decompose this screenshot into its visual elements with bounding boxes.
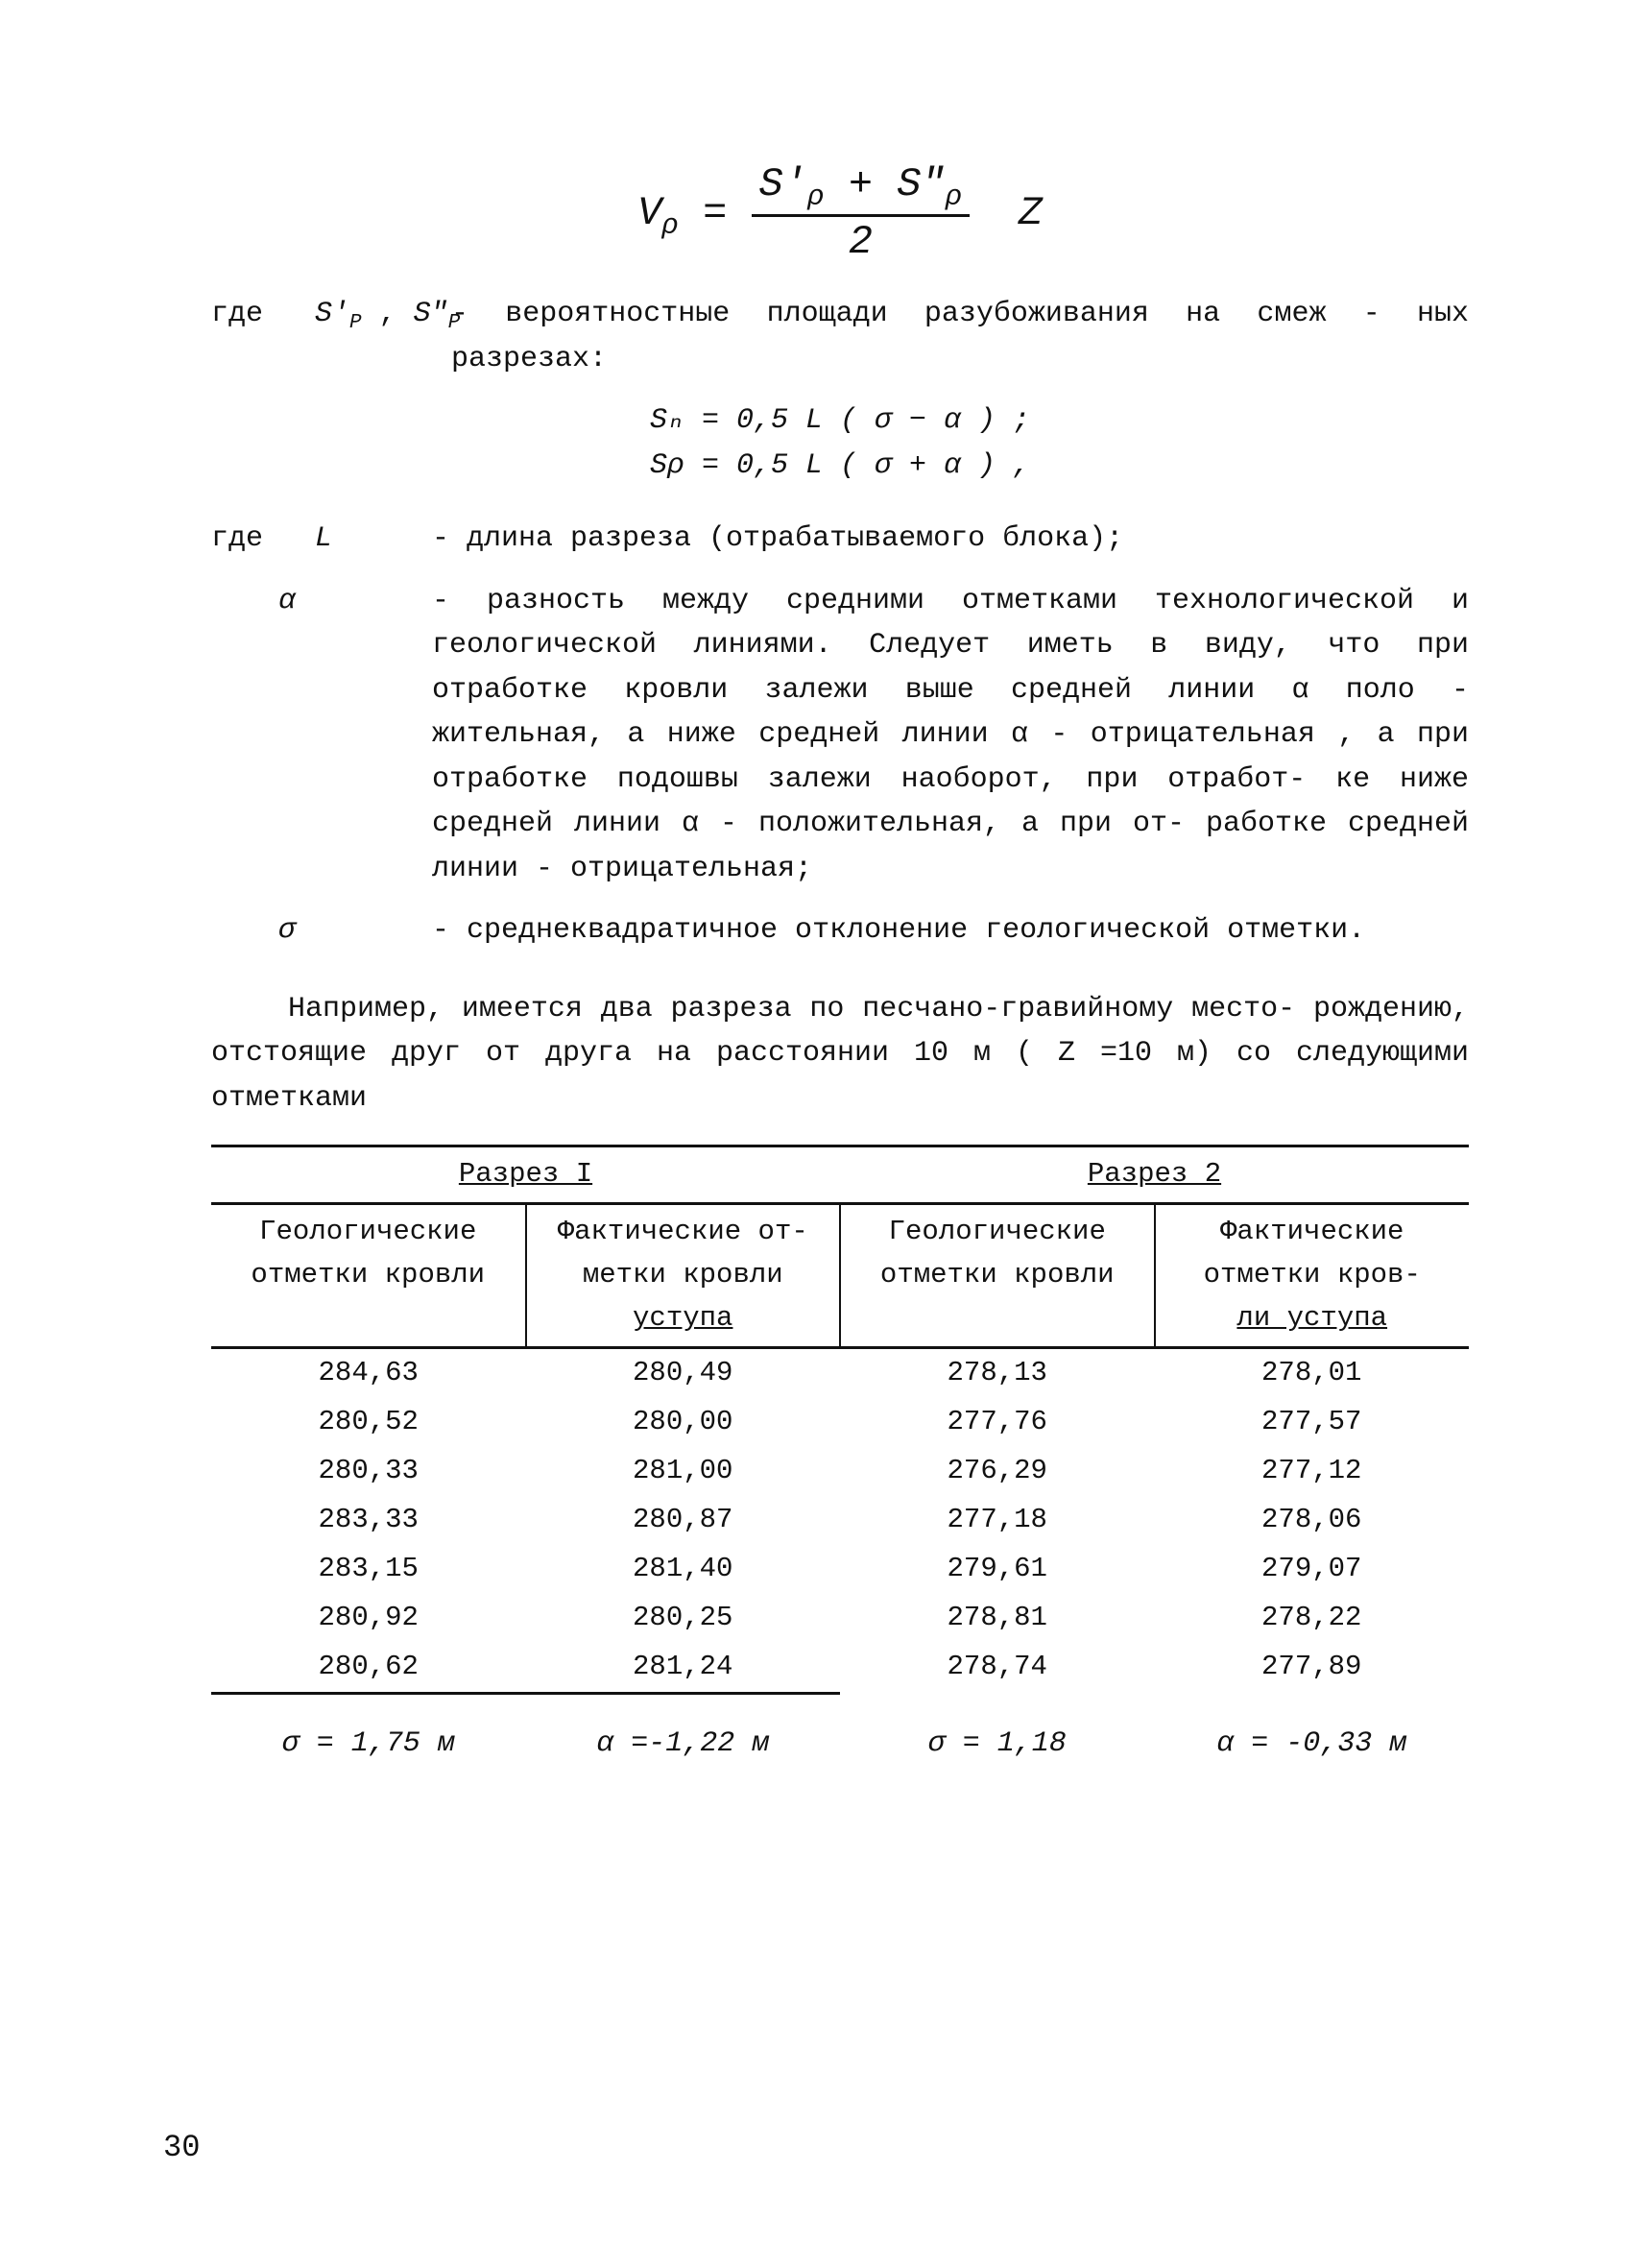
col3-header: Геологические отметки кровли <box>840 1204 1155 1348</box>
sigma-2: σ = 1,18 <box>840 1722 1155 1767</box>
table-row: 283,33280,87277,18278,06 <box>211 1496 1469 1545</box>
table-cell: 278,74 <box>840 1643 1155 1693</box>
table-cell: 277,76 <box>840 1398 1155 1447</box>
eq-line-2: Sρ = 0,5 L ( σ + α ) , <box>211 444 1469 489</box>
formula-v-rho: Vρ = S′ρ + S″ρ 2 Z <box>211 163 1469 263</box>
summary-rows: σ = 1,75 м α =-1,22 м σ = 1,18 α = -0,33… <box>211 1722 1469 1776</box>
col2-header: Фактические от- метки кровли уступа <box>526 1204 841 1348</box>
table-cell: 278,01 <box>1155 1348 1470 1398</box>
sigma-1: σ = 1,75 м <box>211 1722 526 1767</box>
eq-line-1: Sₙ = 0,5 L ( σ − α ) ; <box>211 398 1469 444</box>
table-cell: 278,81 <box>840 1594 1155 1643</box>
table-row: 283,15281,40279,61279,07 <box>211 1545 1469 1594</box>
table-cell: 277,18 <box>840 1496 1155 1545</box>
table-cell: 280,25 <box>526 1594 841 1643</box>
table-cell: 277,12 <box>1155 1447 1470 1496</box>
def-alpha: α - разность между средними отметками те… <box>211 579 1469 892</box>
table-cell: 278,13 <box>840 1348 1155 1398</box>
def-L: где L - длина разреза (отрабатываемого б… <box>211 517 1469 562</box>
table-cell: 276,29 <box>840 1447 1155 1496</box>
table-cell: 277,89 <box>1155 1643 1470 1693</box>
example-paragraph: Например, имеется два разреза по песчано… <box>211 987 1469 1122</box>
table-cell: 277,57 <box>1155 1398 1470 1447</box>
table-cell: 280,92 <box>211 1594 526 1643</box>
table-cell: 280,87 <box>526 1496 841 1545</box>
table-row: 280,92280,25278,81278,22 <box>211 1594 1469 1643</box>
table-row: 280,52280,00277,76277,57 <box>211 1398 1469 1447</box>
where-label: где <box>211 298 263 330</box>
table-cell: 284,63 <box>211 1348 526 1398</box>
section-1-header: Разрез I <box>459 1158 592 1190</box>
table-cell: 283,15 <box>211 1545 526 1594</box>
table-cell: 281,00 <box>526 1447 841 1496</box>
table-cell: 279,61 <box>840 1545 1155 1594</box>
def-sp-text: - вероятностные площади разубоживания на… <box>451 292 1469 381</box>
table-cell: 280,52 <box>211 1398 526 1447</box>
equation-block: Sₙ = 0,5 L ( σ − α ) ; Sρ = 0,5 L ( σ + … <box>211 398 1469 488</box>
table-cell: 283,33 <box>211 1496 526 1545</box>
alpha-1: α =-1,22 м <box>526 1722 841 1767</box>
table-cell: 280,62 <box>211 1643 526 1693</box>
table-body: 284,63280,49278,13278,01280,52280,00277,… <box>211 1348 1469 1694</box>
table-row: 280,62281,24278,74277,89 <box>211 1643 1469 1693</box>
page-number: 30 <box>163 2124 200 2172</box>
data-table: Разрез I Разрез 2 Геологические отметки … <box>211 1145 1469 1694</box>
table-cell: 280,00 <box>526 1398 841 1447</box>
def-sigma: σ - среднеквадратичное отклонение геолог… <box>211 908 1469 953</box>
table-row: 284,63280,49278,13278,01 <box>211 1348 1469 1398</box>
table-cell: 280,49 <box>526 1348 841 1398</box>
table-cell: 279,07 <box>1155 1545 1470 1594</box>
col1-header: Геологические отметки кровли <box>211 1204 526 1348</box>
lhs: V <box>637 190 661 236</box>
table-cell: 278,06 <box>1155 1496 1470 1545</box>
table-row: 280,33281,00276,29277,12 <box>211 1447 1469 1496</box>
section-2-header: Разрез 2 <box>1088 1158 1221 1190</box>
def-sp: где S′P , S″P - вероятностные площади ра… <box>211 292 1469 381</box>
table-cell: 280,33 <box>211 1447 526 1496</box>
table-cell: 281,40 <box>526 1545 841 1594</box>
alpha-2: α = -0,33 м <box>1155 1722 1470 1767</box>
col4-header: Фактические отметки кров- ли уступа <box>1155 1204 1470 1348</box>
table-cell: 278,22 <box>1155 1594 1470 1643</box>
table-cell: 281,24 <box>526 1643 841 1693</box>
